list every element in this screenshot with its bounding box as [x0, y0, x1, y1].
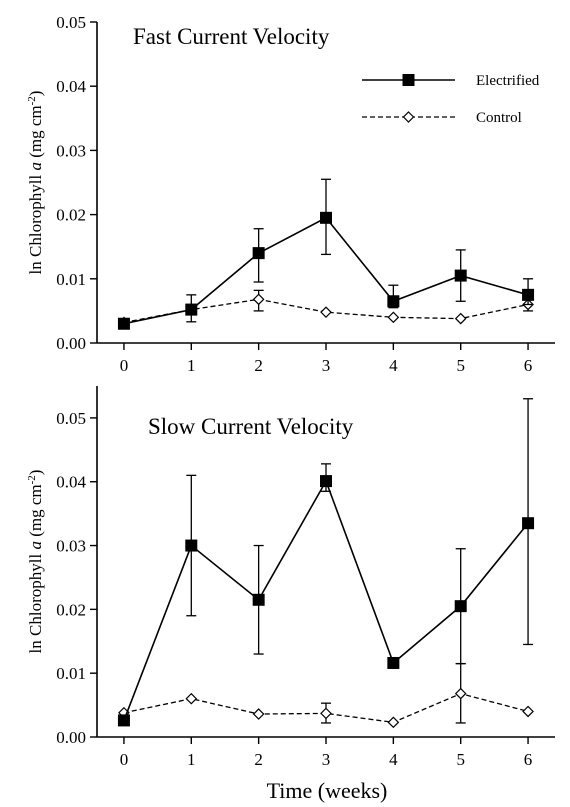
x-tick-label: 3 — [322, 750, 331, 769]
data-point-square — [454, 600, 467, 613]
data-point-diamond — [252, 708, 265, 720]
data-point-square — [320, 475, 332, 488]
y-tick-label: 0.02 — [56, 600, 86, 619]
x-tick-label: 3 — [322, 356, 331, 375]
x-tick-label: 2 — [254, 750, 263, 769]
y-tick-label: 0.04 — [56, 473, 86, 492]
y-axis-label: ln Chlorophyll a (mg cm-2) — [26, 470, 45, 654]
legend: Electrified Control — [362, 73, 540, 126]
electrified-series — [117, 398, 535, 727]
data-point-square — [522, 517, 535, 530]
y-axis-label: ln Chlorophyll a (mg cm-2) — [26, 91, 45, 275]
fast-current-panel: 0.00 0.01 0.02 0.03 0.04 0.05 0 1 2 3 4 5 6 Fast Curr… — [26, 13, 555, 375]
data-point-diamond — [387, 716, 400, 729]
x-tick-label: 4 — [389, 356, 398, 375]
x-tick-label: 4 — [389, 750, 398, 769]
control-series — [118, 662, 534, 729]
y-tick-label: 0.00 — [56, 334, 86, 353]
y-tick-label: 0.04 — [56, 77, 86, 96]
series-line — [123, 479, 529, 721]
x-axis-label: Time (weeks) — [267, 778, 388, 803]
y-tick-label: 0.03 — [56, 141, 86, 160]
data-point-square — [252, 593, 265, 606]
data-point-diamond — [320, 306, 332, 319]
y-tick-label: 0.03 — [56, 537, 86, 556]
data-point-square — [252, 247, 265, 260]
y-tick-label: 0.01 — [56, 270, 86, 289]
x-tick-label: 1 — [187, 750, 196, 769]
x-tick-label: 0 — [120, 356, 129, 375]
data-point-square — [117, 317, 130, 330]
data-point-square — [387, 295, 400, 308]
x-tick-label: 1 — [187, 356, 196, 375]
data-point-diamond — [522, 705, 534, 718]
data-point-diamond — [185, 692, 198, 705]
data-point-square — [454, 269, 467, 282]
legend-label: Control — [476, 110, 522, 126]
y-tick-label: 0.01 — [56, 664, 86, 683]
x-tick-label: 2 — [254, 356, 263, 375]
x-tick-label: 0 — [120, 750, 129, 769]
data-point-square — [185, 303, 198, 316]
x-tick-label: 6 — [524, 750, 533, 769]
legend-marker-square — [402, 74, 415, 86]
data-point-diamond — [252, 293, 265, 306]
control-series — [118, 289, 534, 329]
x-tick-label: 6 — [524, 356, 533, 375]
y-tick-label: 0.02 — [56, 206, 86, 225]
panel-title: Slow Current Velocity — [148, 414, 354, 439]
data-point-diamond — [454, 312, 467, 325]
data-point-square — [387, 656, 400, 669]
data-point-diamond — [454, 687, 467, 700]
data-point-square — [522, 288, 535, 301]
x-tick-label: 5 — [456, 356, 465, 375]
y-tick-label: 0.05 — [56, 409, 86, 428]
legend-label: Electrified — [476, 73, 540, 89]
data-point-square — [320, 211, 332, 224]
x-tick-label: 5 — [456, 750, 465, 769]
electrified-series — [117, 178, 535, 330]
data-point-square — [185, 539, 198, 552]
data-point-diamond — [387, 311, 400, 324]
data-point-diamond — [320, 707, 332, 720]
y-tick-label: 0.00 — [56, 728, 86, 747]
slow-current-panel: 0.00 0.01 0.02 0.03 0.04 0.05 0 1 2 3 4 5 6 Slow Curr… — [26, 386, 555, 769]
legend-marker-diamond — [402, 111, 415, 123]
panel-title: Fast Current Velocity — [133, 24, 330, 49]
data-point-square — [117, 714, 130, 727]
y-tick-label: 0.05 — [56, 13, 86, 32]
